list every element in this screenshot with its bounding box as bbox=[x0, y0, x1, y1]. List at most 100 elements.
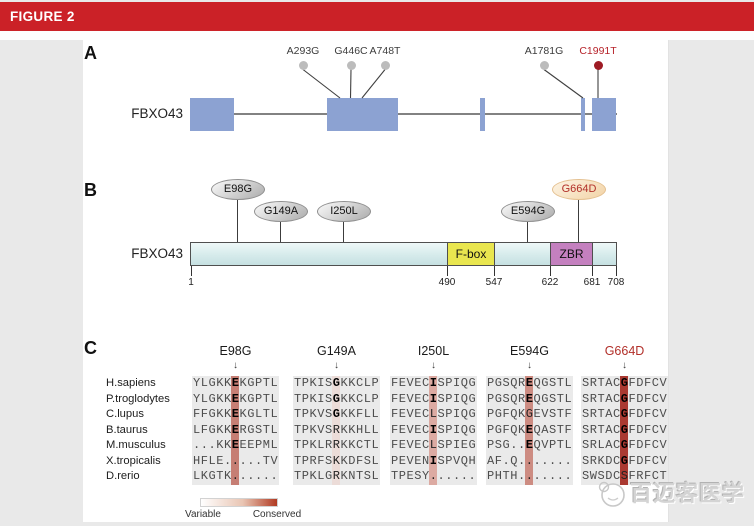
mutation-dot-A293G bbox=[298, 61, 308, 70]
stick-E594G bbox=[527, 221, 529, 242]
column-arrow-icon: ↓ bbox=[233, 360, 238, 371]
sequence-block-body: PGSQREQGSTL PGSQREQGSTL PGFQKGEVSTF PGFQKEQ… bbox=[486, 376, 573, 485]
sequence-row: TPKISGKKCLP bbox=[294, 391, 380, 406]
alignment-column-header: G149A bbox=[317, 344, 356, 358]
sequence-row: TPRFSKKDFSL bbox=[294, 453, 380, 468]
column-arrow-icon: ↓ bbox=[334, 360, 339, 371]
species-label: D.rerio bbox=[106, 470, 140, 482]
exon-2 bbox=[327, 98, 398, 131]
stick-G664D bbox=[578, 200, 580, 242]
conservation-stripe bbox=[331, 376, 340, 485]
alignment-column-G149A: G149A ↓ TPKISGKKCLP TPKISGKKCLP TPKVSGKKFLL T… bbox=[293, 344, 380, 485]
watermark-text: 百迈客医学 bbox=[630, 481, 746, 506]
mutation-ellipse-G664D: G664D bbox=[552, 179, 606, 200]
species-label: M.musculus bbox=[106, 439, 166, 451]
sequence-row: PHTH....... bbox=[487, 469, 573, 483]
sequence-row: TPKVSGKKFLL bbox=[294, 407, 380, 421]
alignment-column-header: I250L bbox=[417, 344, 450, 358]
sequence-row: TPESY...... bbox=[391, 469, 477, 483]
gene-name: FBXO43 bbox=[131, 106, 183, 121]
mutation-ellipse-I250L: I250L bbox=[317, 201, 371, 222]
sequence-row: SWSDCSFRFCT bbox=[582, 469, 668, 483]
sequence-row: SRTACGFDFCV bbox=[582, 376, 668, 390]
sequence-row: SRLACGFDFCV bbox=[582, 438, 668, 452]
mutation-label-A1781G: A1781G bbox=[524, 45, 564, 57]
tick-label-1: 1 bbox=[188, 277, 194, 288]
column-arrow-icon: ↓ bbox=[431, 360, 436, 371]
species-label: P.troglodytes bbox=[106, 392, 170, 405]
protein-name: FBXO43 bbox=[131, 246, 183, 261]
tick-622 bbox=[550, 266, 551, 276]
panel-c-label: C bbox=[84, 338, 97, 358]
stick-E98G bbox=[237, 200, 239, 242]
sequence-row: AF.Q....... bbox=[487, 453, 573, 468]
species-label: X.tropicalis bbox=[106, 454, 161, 467]
figure-panel: A FBXO43 A293G G446C A748T A1781G C1991T… bbox=[83, 40, 669, 522]
mutation-dot-A748T bbox=[380, 61, 390, 70]
sequence-row: LFGKKERGSTL bbox=[193, 422, 279, 437]
sequence-row: FEVECISPIQG bbox=[391, 422, 477, 437]
tick-547 bbox=[494, 266, 495, 276]
sequence-row: PEVENISPVQH bbox=[391, 453, 477, 468]
alignment-column-I250L: I250L ↓ FEVECISPIQG FEVECISPIQG FEVECLSPIQG F… bbox=[390, 344, 477, 485]
watermark: 百迈客医学 bbox=[594, 474, 745, 510]
watermark-logo-icon bbox=[598, 481, 625, 507]
sequence-row: PGSQREQGSTL bbox=[487, 391, 573, 406]
sequence-row: FEVECISPIQG bbox=[391, 376, 477, 390]
header-divider bbox=[0, 31, 754, 40]
legend-variable-label: Variable bbox=[185, 509, 221, 520]
stick-G149A bbox=[280, 221, 282, 242]
sequence-block-body: TPKISGKKCLP TPKISGKKCLP TPKVSGKKFLL TPKVSRK… bbox=[293, 376, 380, 485]
sequence-row: PGSQREQGSTL bbox=[487, 376, 573, 390]
sequence-row: SRTACGFDFCV bbox=[582, 407, 668, 421]
sequence-row: YLGKKEKGPTL bbox=[193, 391, 279, 406]
exon-5 bbox=[592, 98, 616, 131]
alignment-column-E98G: E98G ↓ YLGKKEKGPTL YLGKKEKGPTL FFGKKEKGLTL LF… bbox=[192, 344, 279, 485]
mutation-label-A293G: A293G bbox=[286, 45, 320, 57]
conservation-stripe bbox=[619, 376, 628, 485]
mutation-dot-A1781G bbox=[539, 61, 549, 70]
alignment-column-G664D: G664D ↓ SRTACGFDFCV SRTACGFDFCV SRTACGFDFCV S… bbox=[581, 344, 668, 485]
sequence-row: PGFQKGEVSTF bbox=[487, 407, 573, 421]
alignment-column-header: G664D bbox=[604, 344, 645, 358]
sequence-row: ...KKEEEPML bbox=[193, 438, 279, 452]
conservation-stripe bbox=[428, 376, 437, 485]
domain-fbox: F-box bbox=[447, 242, 495, 266]
sequence-row: TPKLRRKKCTL bbox=[294, 438, 380, 452]
species-list: H.sapiens P.troglodytes C.lupus B.taurus M.m… bbox=[106, 376, 170, 485]
mutation-label-G446C: G446C bbox=[334, 45, 368, 57]
mutation-ellipse-E98G: E98G bbox=[211, 179, 265, 200]
sequence-row: TPKISGKKCLP bbox=[294, 376, 380, 390]
mutation-ellipse-G149A: G149A bbox=[254, 201, 308, 222]
sequence-row: SRTACGFDFCV bbox=[582, 422, 668, 437]
tick-label-681: 681 bbox=[583, 277, 601, 288]
tick-490 bbox=[447, 266, 448, 276]
sequence-row: HFLE.....TV bbox=[193, 453, 279, 468]
species-label: C.lupus bbox=[106, 408, 144, 420]
mutation-ellipse-E594G: E594G bbox=[501, 201, 555, 222]
sequence-row: PSG..EQVPTL bbox=[487, 438, 573, 452]
alignment-column-header: E98G bbox=[219, 344, 252, 358]
sequence-row: FEVECLSPIEG bbox=[391, 438, 477, 452]
tick-label-547: 547 bbox=[485, 277, 503, 288]
sequence-row: TPKLGRKNTSL bbox=[294, 469, 380, 483]
exon-3 bbox=[480, 98, 485, 131]
tick-label-622: 622 bbox=[541, 277, 559, 288]
protein-bar bbox=[190, 242, 617, 266]
mutation-stick-lines bbox=[302, 69, 599, 99]
sequence-row: LKGTK...... bbox=[193, 469, 279, 483]
alignment-column-header: E594G bbox=[510, 344, 549, 358]
mutation-dot-C1991T bbox=[593, 61, 603, 70]
intron-line bbox=[190, 113, 617, 115]
sequence-row: FEVECLSPIQG bbox=[391, 407, 477, 421]
panel-a-label: A bbox=[84, 43, 97, 63]
mutation-label-C1991T: C1991T bbox=[579, 45, 617, 57]
sequence-row: TPKVSRKKHLL bbox=[294, 422, 380, 437]
legend-gradient bbox=[200, 498, 278, 507]
sequence-row: PGFQKEQASTF bbox=[487, 422, 573, 437]
sequence-block-body: YLGKKEKGPTL YLGKKEKGPTL FFGKKEKGLTL LFGKKER… bbox=[192, 376, 279, 485]
conservation-stripe bbox=[230, 376, 239, 485]
sequence-row: FEVECISPIQG bbox=[391, 391, 477, 406]
figure-header-bar: FIGURE 2 bbox=[0, 2, 754, 31]
tick-label-490: 490 bbox=[438, 277, 456, 288]
